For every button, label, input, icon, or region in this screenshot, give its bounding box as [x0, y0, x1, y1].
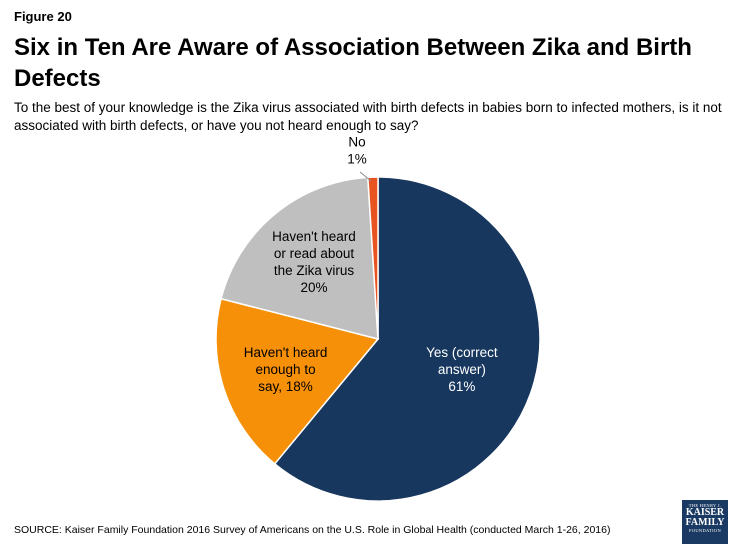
leader-line-3 [359, 171, 372, 182]
slice-label-line: the Zika virus [274, 263, 355, 278]
slice-label-line: answer) [438, 362, 486, 377]
pie-slice-0 [273, 176, 541, 502]
logo-line2: FAMILY [685, 517, 725, 528]
pie-slice-3 [367, 176, 379, 340]
slice-label-line: Haven't heard [272, 229, 356, 244]
slice-label-0: Yes (correct answer) 61% [426, 345, 498, 394]
logo-top-text: THE HENRY J. [688, 503, 722, 508]
slice-label-1: Haven't heard enough to say, 18% [244, 345, 328, 394]
slice-label-2: Haven't heard or read about the Zika virus… [272, 229, 356, 295]
slice-label-line: say, 18% [258, 379, 313, 394]
slice-label-line: or read about [274, 246, 355, 261]
kaiser-family-foundation-logo: THE HENRY J. KAISER FAMILY FOUNDATION [682, 500, 728, 544]
pie-chart: Yes (correct answer) 61% Haven't heard enoug… [215, 135, 541, 502]
slice-label-line: No [348, 135, 365, 150]
slice-label-line: 20% [300, 280, 327, 295]
slice-label-line: enough to [256, 362, 316, 377]
source-note: SOURCE: Kaiser Family Foundation 2016 Su… [14, 524, 611, 536]
slice-label-line: Yes (correct [426, 345, 498, 360]
pie-slice-2 [220, 176, 379, 340]
slice-label-3: No 1% [347, 135, 367, 167]
slice-label-line: Haven't heard [244, 345, 328, 360]
slice-label-line: 1% [347, 152, 367, 167]
chart-title: Six in Ten Are Aware of Association Betw… [14, 34, 692, 92]
logo-line1: KAISER [685, 507, 725, 518]
chart-subtitle: To the best of your knowledge is the Zik… [14, 100, 722, 133]
pie-slice-1 [215, 297, 380, 465]
figure-label: Figure 20 [14, 9, 72, 24]
logo-bottom-text: FOUNDATION [689, 528, 721, 533]
slice-label-line: 61% [448, 379, 475, 394]
